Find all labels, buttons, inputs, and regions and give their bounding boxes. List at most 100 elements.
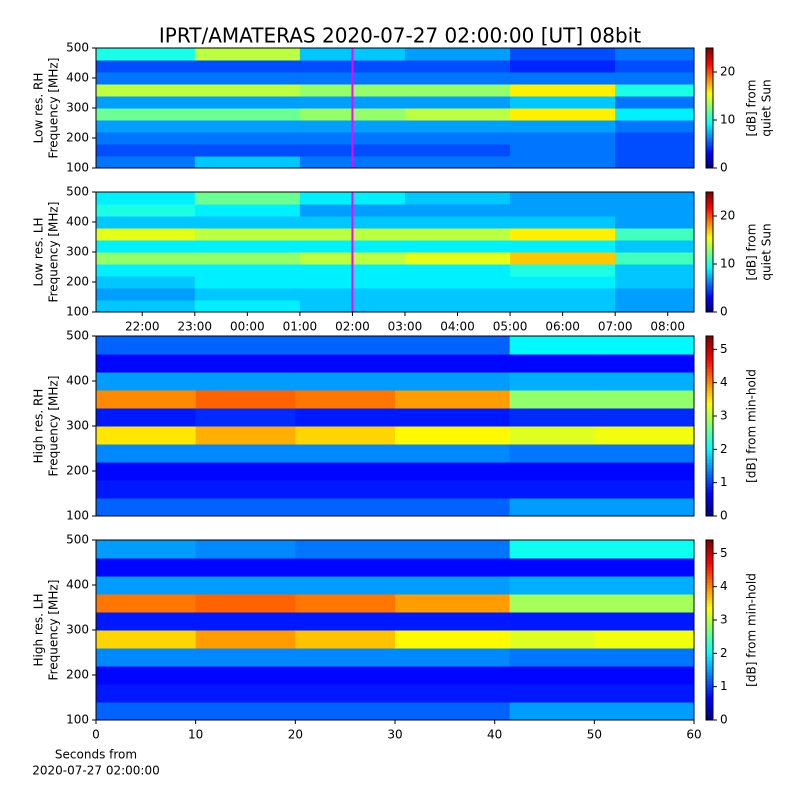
colorbar-segment [706,256,713,259]
colorbar-segment [706,164,713,167]
heat-cell [195,336,296,355]
colorbar-segment [706,304,713,307]
colorbar-segment [706,606,713,610]
colorbar-segment [706,142,713,145]
colorbar-segment [706,114,713,117]
colorbar-segment [706,600,713,604]
heat-cell [509,558,595,577]
colorbar-segment [706,272,713,275]
colorbar-segment [706,140,713,143]
colorbar-segment [706,300,713,303]
y-tick-label: 300 [66,623,89,637]
colorbar-segment [706,232,713,235]
heat-cell [194,48,301,61]
x-tick-label: 03:00 [388,320,423,334]
heat-cell [295,702,396,721]
colorbar-segment [706,266,713,269]
heat-cell [295,390,396,409]
colorbar-segment [706,282,713,285]
heat-cell [96,144,196,157]
heat-cell [594,498,695,517]
colorbar-tick-label: 4 [720,375,728,389]
colorbar-segment [706,128,713,131]
heat-cell [295,462,396,481]
heat-cell [510,228,616,241]
colorbar-segment [706,429,713,433]
heat-cell [395,612,511,631]
heat-cell [295,444,396,463]
heat-cell [510,144,616,157]
colorbar-label: [dB] from min-hold [745,369,759,483]
colorbar-segment [706,375,713,379]
colorbar-segment [706,561,713,565]
y-tick-label: 400 [66,578,89,592]
heat-cell [510,252,616,265]
heat-cell [96,240,196,253]
colorbar-segment [706,110,713,113]
x-tick-label: 01:00 [283,320,318,334]
heat-cell [195,612,296,631]
y-axis-label: Frequency [MHz] [47,202,61,303]
heat-cell [594,612,695,631]
heat-cell [96,228,196,241]
heat-cell [594,354,695,373]
heat-cell [404,228,511,241]
heat-cell [510,216,616,229]
heat-cell [195,390,296,409]
colorbar-segment [706,236,713,239]
colorbar-segment [706,414,713,418]
heat-cell [96,288,196,301]
colorbar-segment [706,507,713,511]
colorbar-segment [706,120,713,123]
heat-cell [404,144,511,157]
colorbar-segment [706,426,713,430]
colorbar-segment [706,84,713,87]
colorbar-segment [706,486,713,490]
heat-cell [96,336,197,355]
heat-cell [510,132,616,145]
colorbar-segment [706,90,713,93]
heat-cell [510,60,616,73]
colorbar-segment [706,387,713,391]
colorbar-segment [706,298,713,301]
heat-cell [509,462,595,481]
heat-cell [395,702,511,721]
colorbar-segment [706,240,713,243]
y-axis-label: Frequency [MHz] [47,580,61,681]
heat-cell [194,72,301,85]
x-axis-label: 2020-07-27 02:00:00 [32,764,159,778]
heat-cell [404,156,511,169]
colorbar-segment [706,390,713,394]
colorbar-segment [706,579,713,583]
colorbar-segment [706,206,713,209]
colorbar-segment [706,402,713,406]
colorbar-tick-label: 1 [720,679,728,693]
colorbar-segment [706,274,713,277]
colorbar-segment [706,108,713,111]
colorbar-segment [706,678,713,682]
colorbar-segment [706,450,713,454]
colorbar-segment [706,62,713,65]
colorbar-segment [706,468,713,472]
colorbar-segment [706,204,713,207]
colorbar-tick-label: 20 [720,65,735,79]
colorbar-segment [706,693,713,697]
colorbar-segment [706,501,713,505]
colorbar-segment [706,630,713,634]
heat-cell [194,108,301,121]
heat-cell [96,132,196,145]
colorbar-segment [706,242,713,245]
colorbar-segment [706,570,713,574]
x-tick-label: 07:00 [598,320,633,334]
heat-cell [295,480,396,499]
heat-cell [615,156,695,169]
heat-cell [195,354,296,373]
x-tick-label: 04:00 [440,320,475,334]
heat-cell [96,594,197,613]
heat-cell [195,480,296,499]
colorbar-segment [706,224,713,227]
y-tick-label: 500 [66,533,89,547]
colorbar-segment [706,588,713,592]
colorbar-segment [706,348,713,352]
colorbar-segment [706,483,713,487]
